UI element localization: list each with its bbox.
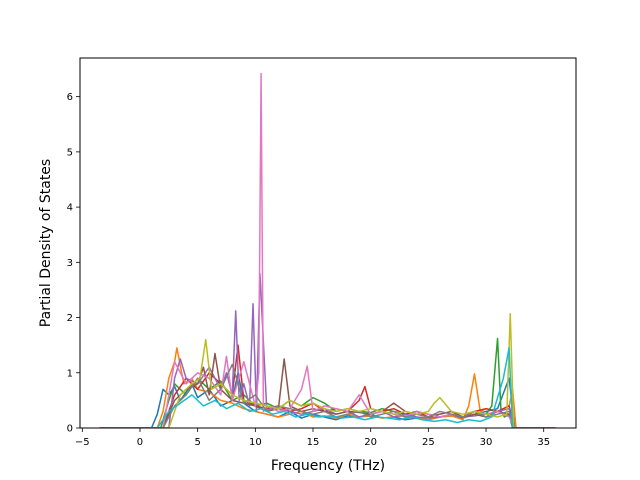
x-tick-label: 35 <box>537 437 550 448</box>
y-tick-label: 4 <box>67 203 73 214</box>
plot-frame <box>79 57 577 429</box>
x-tick-label: 20 <box>364 437 377 448</box>
y-tick-label: 5 <box>67 147 73 158</box>
y-tick-label: 6 <box>67 92 73 103</box>
y-tick-label: 1 <box>67 368 73 379</box>
x-tick-label: 15 <box>307 437 320 448</box>
pdos-series-line-8 <box>99 363 556 428</box>
pdos-series-line-10 <box>99 347 556 428</box>
pdos-series-line-7 <box>99 72 556 428</box>
y-axis-label: Partial Density of States <box>38 159 54 327</box>
x-axis-ticks: −5 0 5 10 15 20 25 30 35 <box>75 428 550 448</box>
x-tick-label: −5 <box>75 437 90 448</box>
x-tick-label: 5 <box>194 437 200 448</box>
x-tick-label: 25 <box>422 437 435 448</box>
x-tick-label: 30 <box>480 437 493 448</box>
x-axis-label: Frequency (THz) <box>271 458 385 474</box>
pdos-series-line-9 <box>99 312 556 428</box>
series-layer <box>99 72 556 428</box>
y-axis-ticks: 0 1 2 3 4 5 6 <box>67 92 80 435</box>
x-tick-label: 10 <box>249 437 262 448</box>
pdos-series-line-1 <box>99 372 556 428</box>
y-tick-label: 2 <box>67 313 73 324</box>
x-tick-label: 0 <box>137 437 143 448</box>
y-tick-label: 0 <box>67 424 73 435</box>
y-tick-label: 3 <box>67 258 73 269</box>
